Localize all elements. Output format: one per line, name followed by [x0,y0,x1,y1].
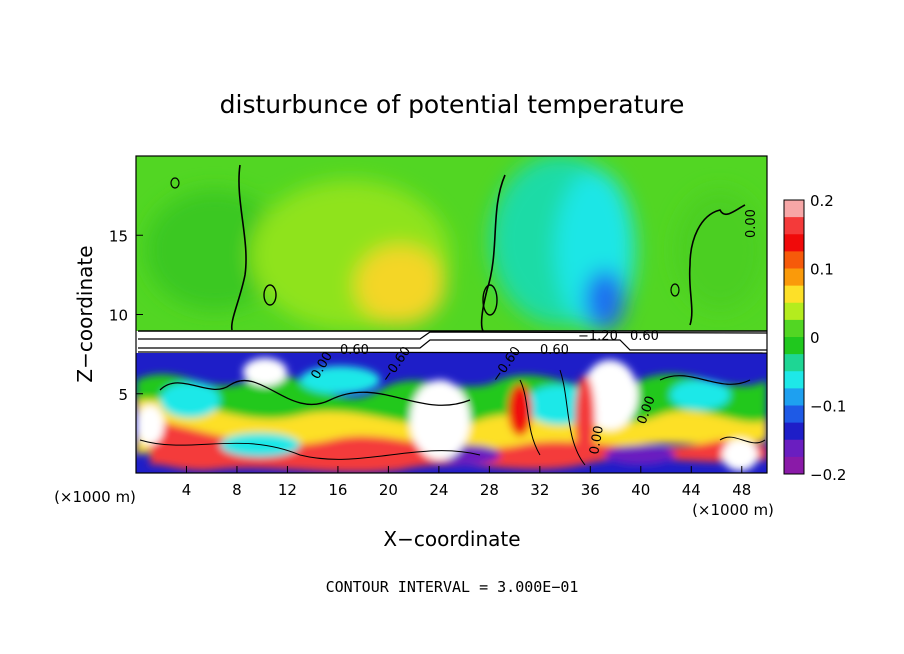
colorbar-swatch [784,405,804,424]
colorbar-swatch [784,268,804,287]
x-tick-label: 48 [732,481,751,499]
contour-label: 0.60 [540,343,569,358]
y-axis-label: Z−coordinate [73,245,97,382]
colorbar-swatch [784,439,804,458]
colorbar-swatch [784,302,804,321]
x-tick-label: 24 [429,481,448,499]
contour-label: 0.60 [630,329,659,344]
colorbar-tick-label: 0 [810,329,820,347]
x-tick-label: 44 [682,481,701,499]
contour-label: 0.00 [587,425,607,456]
colorbar-swatch [784,337,804,355]
x-tick-label: 36 [581,481,600,499]
contour-lines [137,164,767,466]
contour-label: 0.00 [744,209,759,238]
colorbar-swatch [784,456,804,475]
contour-label: −1.20 [578,329,618,344]
colorbar-swatch [784,285,804,304]
colorbar-swatch [784,388,804,406]
colorbar-tick-label: 0.2 [810,192,834,210]
x-unit-label: (×1000 m) [54,488,136,506]
colorbar-swatch [784,217,804,235]
colorbar-tick-label: 0.1 [810,261,834,279]
y-tick-label: 10 [109,307,128,325]
x-tick-label: 20 [379,481,398,499]
x-tick-label: 8 [232,481,242,499]
colorbar-tick-label: −0.2 [810,466,846,484]
x-tick-label: 12 [278,481,297,499]
shaded-field [136,156,767,473]
y-tick-label: 15 [109,227,128,245]
chart-title: disturbunce of potential temperature [220,90,685,119]
colorbar: 0.2 0.1 0 −0.1 −0.2 [783,192,846,484]
colorbar-swatch [784,200,804,218]
colorbar-frame [783,199,805,475]
z-unit-label: (×1000 m) [692,501,774,519]
contour-interval-note: CONTOUR INTERVAL = 3.000E−01 [326,578,579,596]
x-tick-label: 40 [631,481,650,499]
colorbar-tick-label: −0.1 [810,398,846,416]
colorbar-swatch [784,319,804,338]
x-tick-label: 16 [328,481,347,499]
colorbar-swatch [784,422,804,441]
colorbar-swatch [784,234,804,252]
colorbar-swatch [784,371,804,389]
x-axis-ticks: 4 8 12 16 20 24 28 32 36 40 44 48 [182,466,751,499]
colorbar-swatch [784,251,804,269]
y-axis-ticks: 5 10 15 [109,227,143,404]
colorbar-swatch [784,354,804,372]
contour-label: 0.60 [340,343,369,358]
x-tick-label: 4 [182,481,192,499]
x-tick-label: 28 [480,481,499,499]
x-tick-label: 32 [530,481,549,499]
x-axis-label: X−coordinate [383,527,520,551]
y-tick-label: 5 [118,386,128,404]
